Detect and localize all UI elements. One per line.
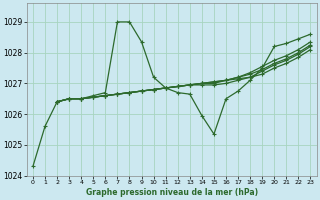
X-axis label: Graphe pression niveau de la mer (hPa): Graphe pression niveau de la mer (hPa)	[86, 188, 258, 197]
